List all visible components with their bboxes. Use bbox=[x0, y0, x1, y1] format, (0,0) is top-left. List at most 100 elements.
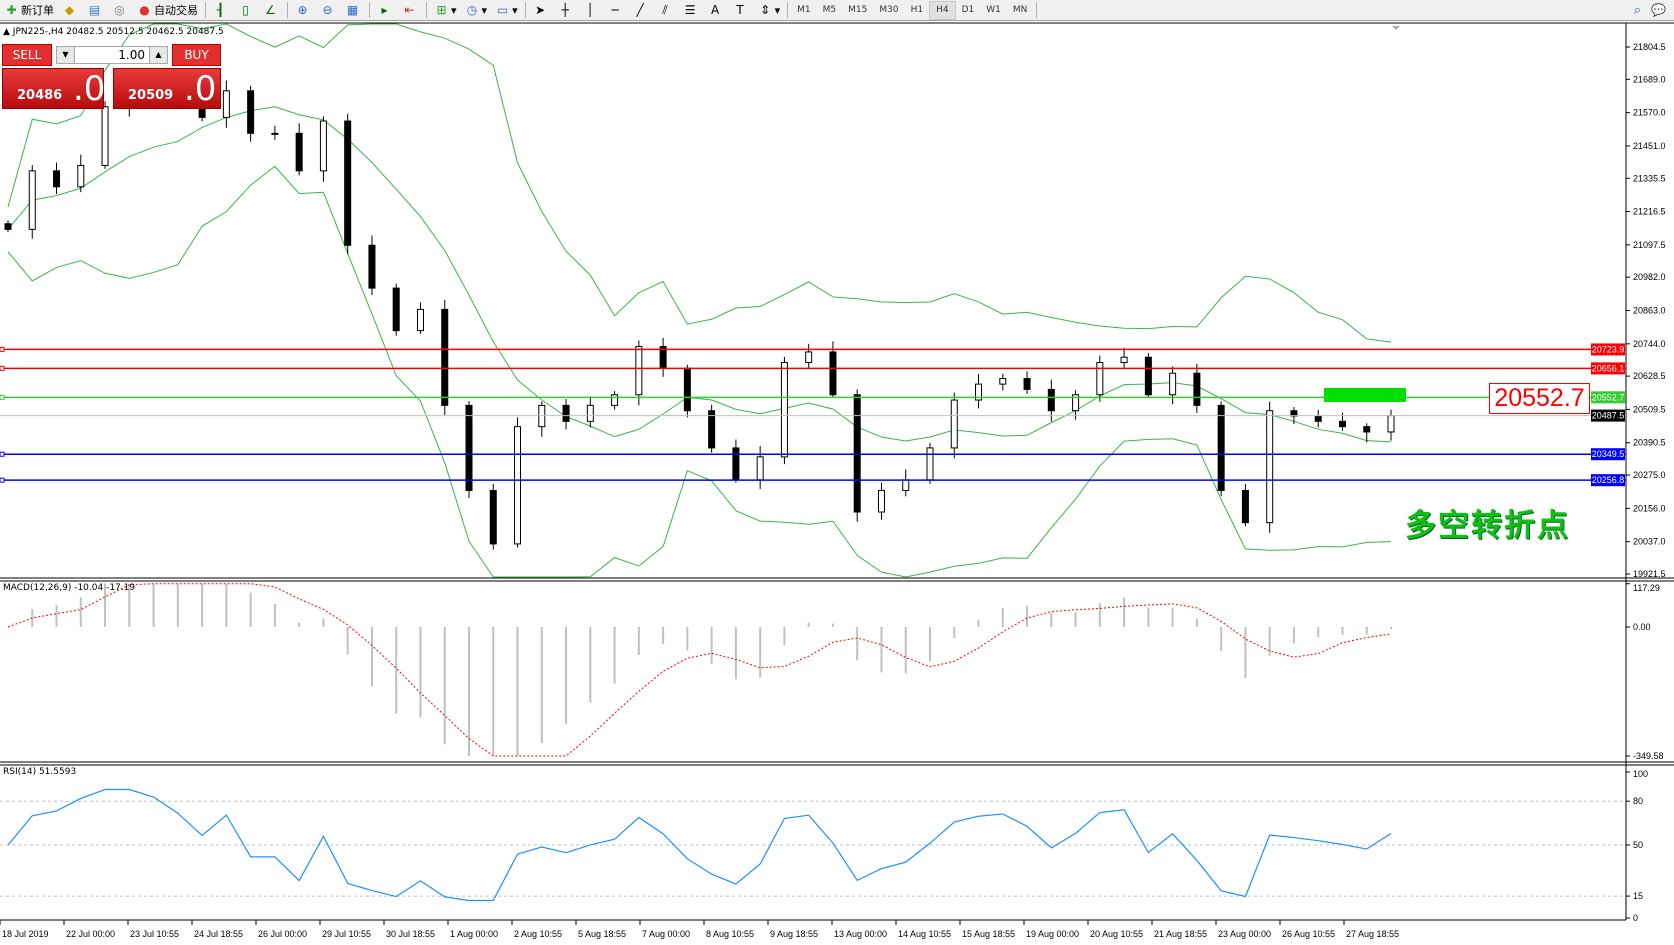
zoom-in-button[interactable]: ⊕ bbox=[291, 1, 316, 20]
level-price-badge bbox=[1591, 448, 1625, 461]
price-tick-label: 20628.5 bbox=[1633, 371, 1666, 381]
crosshair-button[interactable]: ┼ bbox=[554, 1, 579, 20]
auto-trading-button[interactable]: ● 自动交易 bbox=[133, 1, 202, 20]
level-price-badge bbox=[1591, 409, 1625, 422]
bullish-candle bbox=[586, 404, 594, 422]
chart-shift-marker bbox=[1392, 26, 1400, 30]
navigator-icon: ▤ bbox=[88, 2, 101, 17]
vertical-line-icon: │ bbox=[586, 2, 594, 17]
level-price-label: 20487.5 bbox=[1592, 411, 1625, 421]
search-icon[interactable]: ⌕ bbox=[1633, 2, 1642, 18]
time-tick-label: 8 Aug 10:55 bbox=[706, 929, 754, 939]
price-tick-label: 21804.5 bbox=[1633, 42, 1666, 52]
time-tick-label: 30 Jul 18:55 bbox=[386, 929, 435, 939]
tile-windows-button[interactable]: ▦ bbox=[341, 1, 366, 20]
bearish-candle bbox=[1217, 404, 1225, 491]
line-chart-button[interactable]: ∠ bbox=[259, 1, 284, 20]
toolbar-separator bbox=[205, 2, 206, 18]
rsi-tick-label: 50 bbox=[1633, 840, 1643, 850]
horizontal-line-button[interactable]: ─ bbox=[604, 1, 629, 20]
lot-value[interactable]: 1.00 bbox=[118, 48, 145, 62]
zoom-out-button[interactable]: ⊖ bbox=[316, 1, 341, 20]
chat-icon[interactable]: 💬 bbox=[1651, 2, 1666, 17]
bearish-candle bbox=[1241, 489, 1249, 524]
navigator-button[interactable]: ▤ bbox=[83, 1, 108, 20]
level-handle bbox=[0, 394, 5, 400]
timeframe-m30[interactable]: M30 bbox=[879, 5, 899, 15]
candlestick-button[interactable]: ▯ bbox=[234, 1, 259, 20]
auto-scroll-button[interactable]: ▸ bbox=[373, 1, 398, 20]
lot-size-input[interactable]: ▼ 1.00 ▲ bbox=[56, 46, 168, 64]
toolbar-separator bbox=[524, 2, 526, 18]
bearish-candle bbox=[4, 223, 12, 230]
cursor-button[interactable]: ➤ bbox=[529, 1, 554, 20]
bullish-candle bbox=[271, 132, 279, 135]
price-tick-label: 19921.5 bbox=[1633, 569, 1666, 579]
rsi-tick-label: 80 bbox=[1633, 796, 1643, 806]
bearish-candle bbox=[392, 287, 400, 332]
timeframe-m15[interactable]: M15 bbox=[848, 5, 868, 15]
price-tick-label: 21451.0 bbox=[1633, 141, 1666, 151]
bullish-candle bbox=[926, 447, 934, 481]
channel-button[interactable]: ⫽ bbox=[654, 1, 679, 20]
timeframe-w1[interactable]: W1 bbox=[986, 5, 1001, 15]
periods-button[interactable]: ◷ ▾ bbox=[461, 1, 492, 20]
fibonacci-button[interactable]: ☰ bbox=[679, 1, 704, 20]
one-click-trading-panel: SELL ▼ 1.00 ▲ BUY 20486 .0 20509 .0 bbox=[2, 44, 221, 109]
indicators-button[interactable]: ⊞ ▾ bbox=[430, 1, 461, 20]
auto-trading-icon: ● bbox=[139, 2, 150, 17]
new-order-label: 新订单 bbox=[21, 4, 54, 17]
text-label-button[interactable]: T bbox=[729, 1, 754, 20]
level-handle bbox=[0, 365, 5, 371]
timeframe-m1[interactable]: M1 bbox=[797, 5, 811, 15]
sell-button[interactable]: SELL bbox=[2, 44, 52, 66]
sell-price-button[interactable]: 20486 .0 bbox=[2, 68, 106, 109]
price-tick-label: 21097.5 bbox=[1633, 240, 1666, 250]
price-tick-label: 21335.5 bbox=[1633, 173, 1666, 183]
bearish-candle bbox=[1047, 388, 1055, 412]
level-price-badge bbox=[1591, 362, 1625, 375]
bearish-candle bbox=[247, 90, 255, 134]
toolbar-separator bbox=[426, 2, 427, 18]
level-price-badge bbox=[1591, 343, 1625, 356]
new-order-button[interactable]: ✚ 新订单 bbox=[0, 1, 58, 20]
bullish-candle bbox=[805, 351, 813, 364]
trendline-button[interactable]: ╱ bbox=[629, 1, 654, 20]
toolbar-separator bbox=[369, 2, 370, 18]
chart-shift-button[interactable]: ⇤ bbox=[398, 1, 423, 20]
bullish-candle bbox=[1072, 394, 1080, 412]
time-tick-label: 2 Aug 10:55 bbox=[514, 929, 562, 939]
time-tick-label: 23 Aug 00:00 bbox=[1218, 929, 1271, 939]
timeframe-mn[interactable]: MN bbox=[1012, 5, 1028, 15]
lot-increase-icon[interactable]: ▲ bbox=[149, 47, 167, 63]
bar-chart-button[interactable]: ┨ bbox=[209, 1, 234, 20]
fibonacci-icon: ☰ bbox=[684, 2, 696, 17]
macd-tick-label: 0.00 bbox=[1633, 622, 1651, 632]
annotation-green-rectangle[interactable] bbox=[1324, 388, 1406, 402]
arrows-button[interactable]: ⇕ ▾ bbox=[754, 1, 785, 20]
templates-button[interactable]: ▭ ▾ bbox=[496, 2, 518, 17]
timeframe-d1[interactable]: D1 bbox=[961, 5, 975, 15]
market-watch-button[interactable]: ◆ bbox=[58, 1, 83, 20]
annotation-price-label[interactable]: 20552.7 bbox=[1489, 383, 1590, 414]
timeframe-h1[interactable]: H1 bbox=[910, 5, 924, 15]
market-watch-icon: ◆ bbox=[64, 2, 75, 17]
time-tick-label: 26 Aug 10:55 bbox=[1282, 929, 1335, 939]
rsi-label: RSI(14) 51.5593 bbox=[3, 767, 77, 777]
signals-button[interactable]: ◎ bbox=[108, 1, 133, 20]
vertical-line-button[interactable]: │ bbox=[579, 1, 604, 20]
toolbar: ✚ 新订单 ◆ ▤ ◎ ● 自动交易 ┨ ▯ ∠ ⊕ ⊖ ▦ ▸ ⇤ ⊞ ▾ ◷ ▾ ▭… bbox=[0, 0, 1674, 21]
text-button[interactable]: A bbox=[704, 1, 729, 20]
sell-pips: .0 bbox=[73, 69, 106, 109]
buy-button[interactable]: BUY bbox=[172, 44, 221, 66]
bullish-candle bbox=[319, 120, 327, 172]
timeframe-m5[interactable]: M5 bbox=[822, 5, 837, 15]
bullish-candle bbox=[611, 394, 619, 406]
buy-price-button[interactable]: 20509 .0 bbox=[113, 68, 221, 109]
bearish-candle bbox=[1144, 356, 1152, 396]
annotation-text[interactable]: 多空转折点 bbox=[1405, 508, 1570, 544]
timeframe-h4[interactable]: H4 bbox=[929, 0, 956, 20]
lot-decrease-icon[interactable]: ▼ bbox=[57, 47, 75, 63]
indicators-icon: ⊞ bbox=[436, 2, 447, 17]
